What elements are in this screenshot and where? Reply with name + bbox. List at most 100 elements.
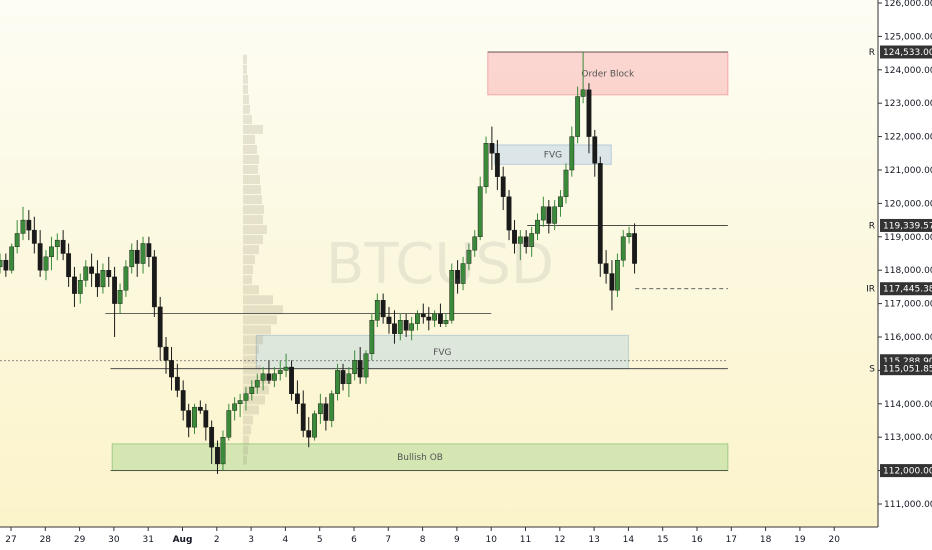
zones-layer: Order Block FVG FVG Bullish OB <box>111 51 729 472</box>
profile-bar-39 <box>243 445 248 455</box>
price-tag-marker-0: R <box>869 48 875 58</box>
candle-body-112 <box>626 233 632 238</box>
price-tags: 124,533.00 R 119,339.57 R 117,445.38 IR 115,28… <box>866 45 932 478</box>
candle-body-60 <box>329 393 335 421</box>
candle-body-33 <box>174 376 180 391</box>
candle-body-56 <box>306 430 312 438</box>
candle-body-111 <box>620 236 626 261</box>
candle-body-28 <box>146 243 152 258</box>
candle-body-31 <box>163 346 169 361</box>
profile-bar-19 <box>243 245 259 255</box>
x-tick-label-12: 8 <box>420 535 426 545</box>
candle-body-19 <box>95 273 100 288</box>
profile-bar-26 <box>243 315 277 325</box>
candle-body-2 <box>0 259 3 268</box>
profile-bar-16 <box>243 215 263 225</box>
y-tick-label-9: 117,000.00 <box>884 300 932 310</box>
x-tick-label-6: 2 <box>214 535 220 545</box>
profile-bar-40 <box>243 455 247 465</box>
candle-body-3 <box>3 259 9 271</box>
x-tick-label-14: 10 <box>485 535 497 545</box>
profile-bar-1 <box>243 64 247 74</box>
x-tick-label-17: 13 <box>588 535 599 545</box>
candle-body-71 <box>392 323 397 334</box>
candle-body-96 <box>535 219 540 234</box>
candle-body-11 <box>49 246 54 258</box>
candle-body-16 <box>77 280 83 294</box>
candle-body-68 <box>374 300 380 321</box>
candle-body-30 <box>157 306 163 348</box>
price-tag-0 <box>880 45 932 59</box>
price-tag-label-1: 119,339.57 <box>883 221 932 231</box>
candle-body-77 <box>426 316 432 321</box>
profile-bar-15 <box>243 205 264 215</box>
candle-body-26 <box>134 249 140 264</box>
candle-body-5 <box>14 233 20 248</box>
x-tick-label-5: Aug <box>173 535 193 545</box>
candle-body-59 <box>323 403 329 421</box>
profile-bar-7 <box>243 124 263 134</box>
candle-body-47 <box>254 380 260 388</box>
candle-body-92 <box>512 229 517 244</box>
zone-1 <box>494 144 612 165</box>
price-tag-label-0: 124,533.00 <box>883 48 932 58</box>
candle-body-88 <box>489 143 495 154</box>
candle-body-51 <box>277 370 283 374</box>
profile-bar-18 <box>243 235 263 245</box>
candle-body-39 <box>209 426 215 448</box>
time-axis-bg <box>0 527 932 550</box>
candle-body-104 <box>580 89 586 97</box>
profile-bar-17 <box>243 225 267 235</box>
symbol-watermark: BTCUSD <box>326 232 554 297</box>
candle-body-48 <box>260 373 266 381</box>
profile-bar-0 <box>243 54 247 64</box>
zone-label-2: FVG <box>433 348 451 358</box>
candle-body-10 <box>43 256 49 271</box>
candle-body-107 <box>597 163 603 264</box>
price-tag-label-4: 115,051.85 <box>883 365 932 375</box>
candle-body-70 <box>386 316 392 324</box>
candle-body-9 <box>37 243 43 271</box>
y-tick-label-12: 114,000.00 <box>884 400 932 410</box>
price-tag-5 <box>880 464 932 478</box>
volume-profile <box>243 54 283 465</box>
candle-body-72 <box>397 320 403 334</box>
x-tick-label-20: 16 <box>691 535 703 545</box>
candle-body-17 <box>83 266 89 281</box>
profile-bar-3 <box>243 84 248 94</box>
candle-body-84 <box>466 249 472 264</box>
zone-label-3: Bullish OB <box>397 453 443 463</box>
levels-layer <box>0 51 728 472</box>
profile-bar-35 <box>243 405 259 415</box>
price-tag-marker-2: IR <box>866 285 875 295</box>
y-tick-label-7: 119,000.00 <box>884 233 932 243</box>
candle-body-23 <box>117 290 123 304</box>
candle-body-36 <box>192 406 197 428</box>
candle-body-53 <box>289 366 294 394</box>
y-tick-label-4: 122,000.00 <box>884 133 932 143</box>
candle-body-18 <box>89 266 95 274</box>
candle-body-25 <box>129 249 135 268</box>
candle-body-100 <box>558 196 563 207</box>
candle-body-8 <box>31 229 37 244</box>
x-tick-label-10: 6 <box>351 535 357 545</box>
candle-body-76 <box>420 313 426 318</box>
price-tag-label-3: 115,288.90 <box>883 357 932 367</box>
y-tick-label-5: 121,000.00 <box>884 166 932 176</box>
profile-bar-24 <box>243 295 273 305</box>
candle-body-43 <box>232 403 238 411</box>
candle-body-41 <box>220 437 226 465</box>
profile-bar-11 <box>243 165 258 174</box>
price-tag-label-5: 112,000.00 <box>883 467 932 477</box>
profile-bar-2 <box>243 74 248 84</box>
profile-bar-34 <box>243 395 265 405</box>
candle-body-45 <box>243 393 249 401</box>
candle-body-4 <box>9 246 15 271</box>
x-tick-label-19: 15 <box>657 535 668 545</box>
candle-body-78 <box>432 313 437 321</box>
candle-body-89 <box>494 153 500 177</box>
candle-body-52 <box>283 366 289 371</box>
candle-body-81 <box>449 270 455 321</box>
candle-body-14 <box>66 253 72 278</box>
zone-0 <box>487 51 729 96</box>
